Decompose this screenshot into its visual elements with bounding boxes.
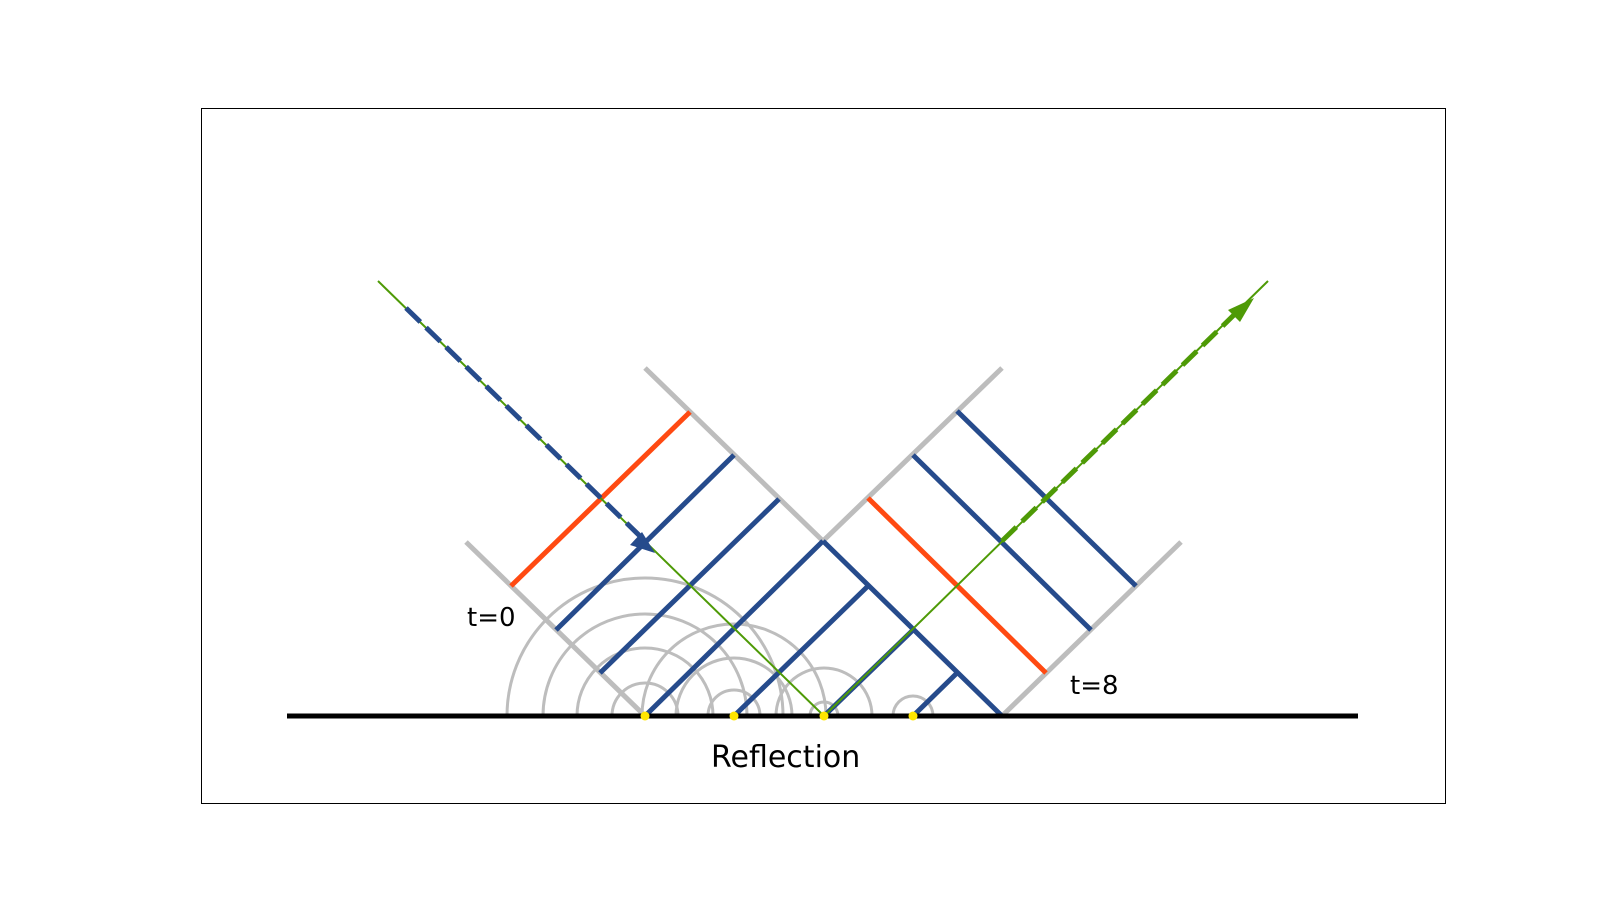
end-time-label: t=8 bbox=[1070, 671, 1119, 701]
reflected-arrowhead bbox=[1228, 298, 1254, 322]
huygens-wavelets bbox=[505, 576, 935, 716]
source-points bbox=[640, 711, 918, 721]
source-point-3 bbox=[819, 711, 829, 721]
wavelet-6 bbox=[674, 656, 794, 716]
wavelet-8 bbox=[774, 666, 874, 716]
wavelet-5 bbox=[640, 622, 828, 716]
wavelet-9 bbox=[808, 700, 840, 716]
wavelet-3 bbox=[575, 646, 715, 716]
source-point-1 bbox=[640, 711, 650, 721]
incident-wavefront-4 bbox=[732, 584, 870, 718]
source-point-4 bbox=[908, 711, 918, 721]
wavefronts bbox=[509, 409, 1138, 718]
wavelet-1 bbox=[505, 576, 785, 716]
incident-arrowhead bbox=[630, 532, 655, 553]
guide-line-3 bbox=[821, 366, 1004, 543]
rays bbox=[377, 280, 1269, 717]
guide-line-2 bbox=[643, 366, 825, 543]
incident-ray bbox=[377, 280, 825, 717]
source-point-2 bbox=[729, 711, 739, 721]
incident-wavefront-6 bbox=[911, 671, 959, 718]
wavelet-4 bbox=[610, 681, 680, 716]
diagram-title: Reflection bbox=[711, 740, 861, 775]
wavelet-10 bbox=[891, 694, 935, 716]
wavelet-2 bbox=[541, 612, 749, 716]
wavelet-7 bbox=[706, 688, 762, 716]
start-time-label: t=0 bbox=[467, 603, 516, 633]
plot-frame bbox=[201, 108, 1446, 804]
